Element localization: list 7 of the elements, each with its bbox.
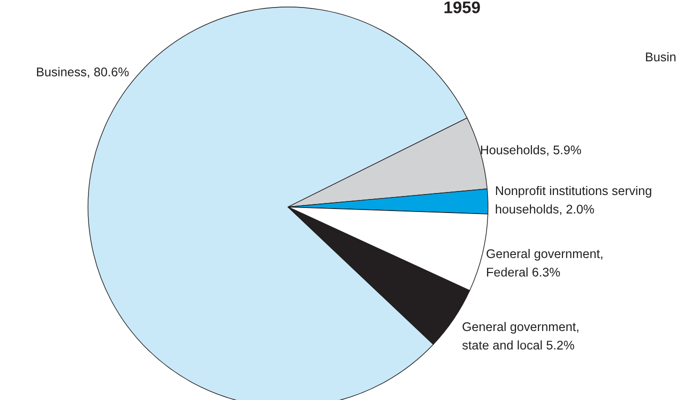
slice-label: General government, state and local 5.2%	[462, 322, 578, 350]
slice-label: Business, 80.6%	[37, 67, 129, 78]
text: Busin	[646, 52, 676, 62]
slice-label: Nonprofit institutions serving households, 2.0%	[496, 186, 652, 216]
slice-label: General government, Federal 6.3%	[486, 248, 602, 277]
chart-title: 1959	[444, 1, 480, 14]
slice-label: Households, 5.9%	[481, 145, 582, 156]
